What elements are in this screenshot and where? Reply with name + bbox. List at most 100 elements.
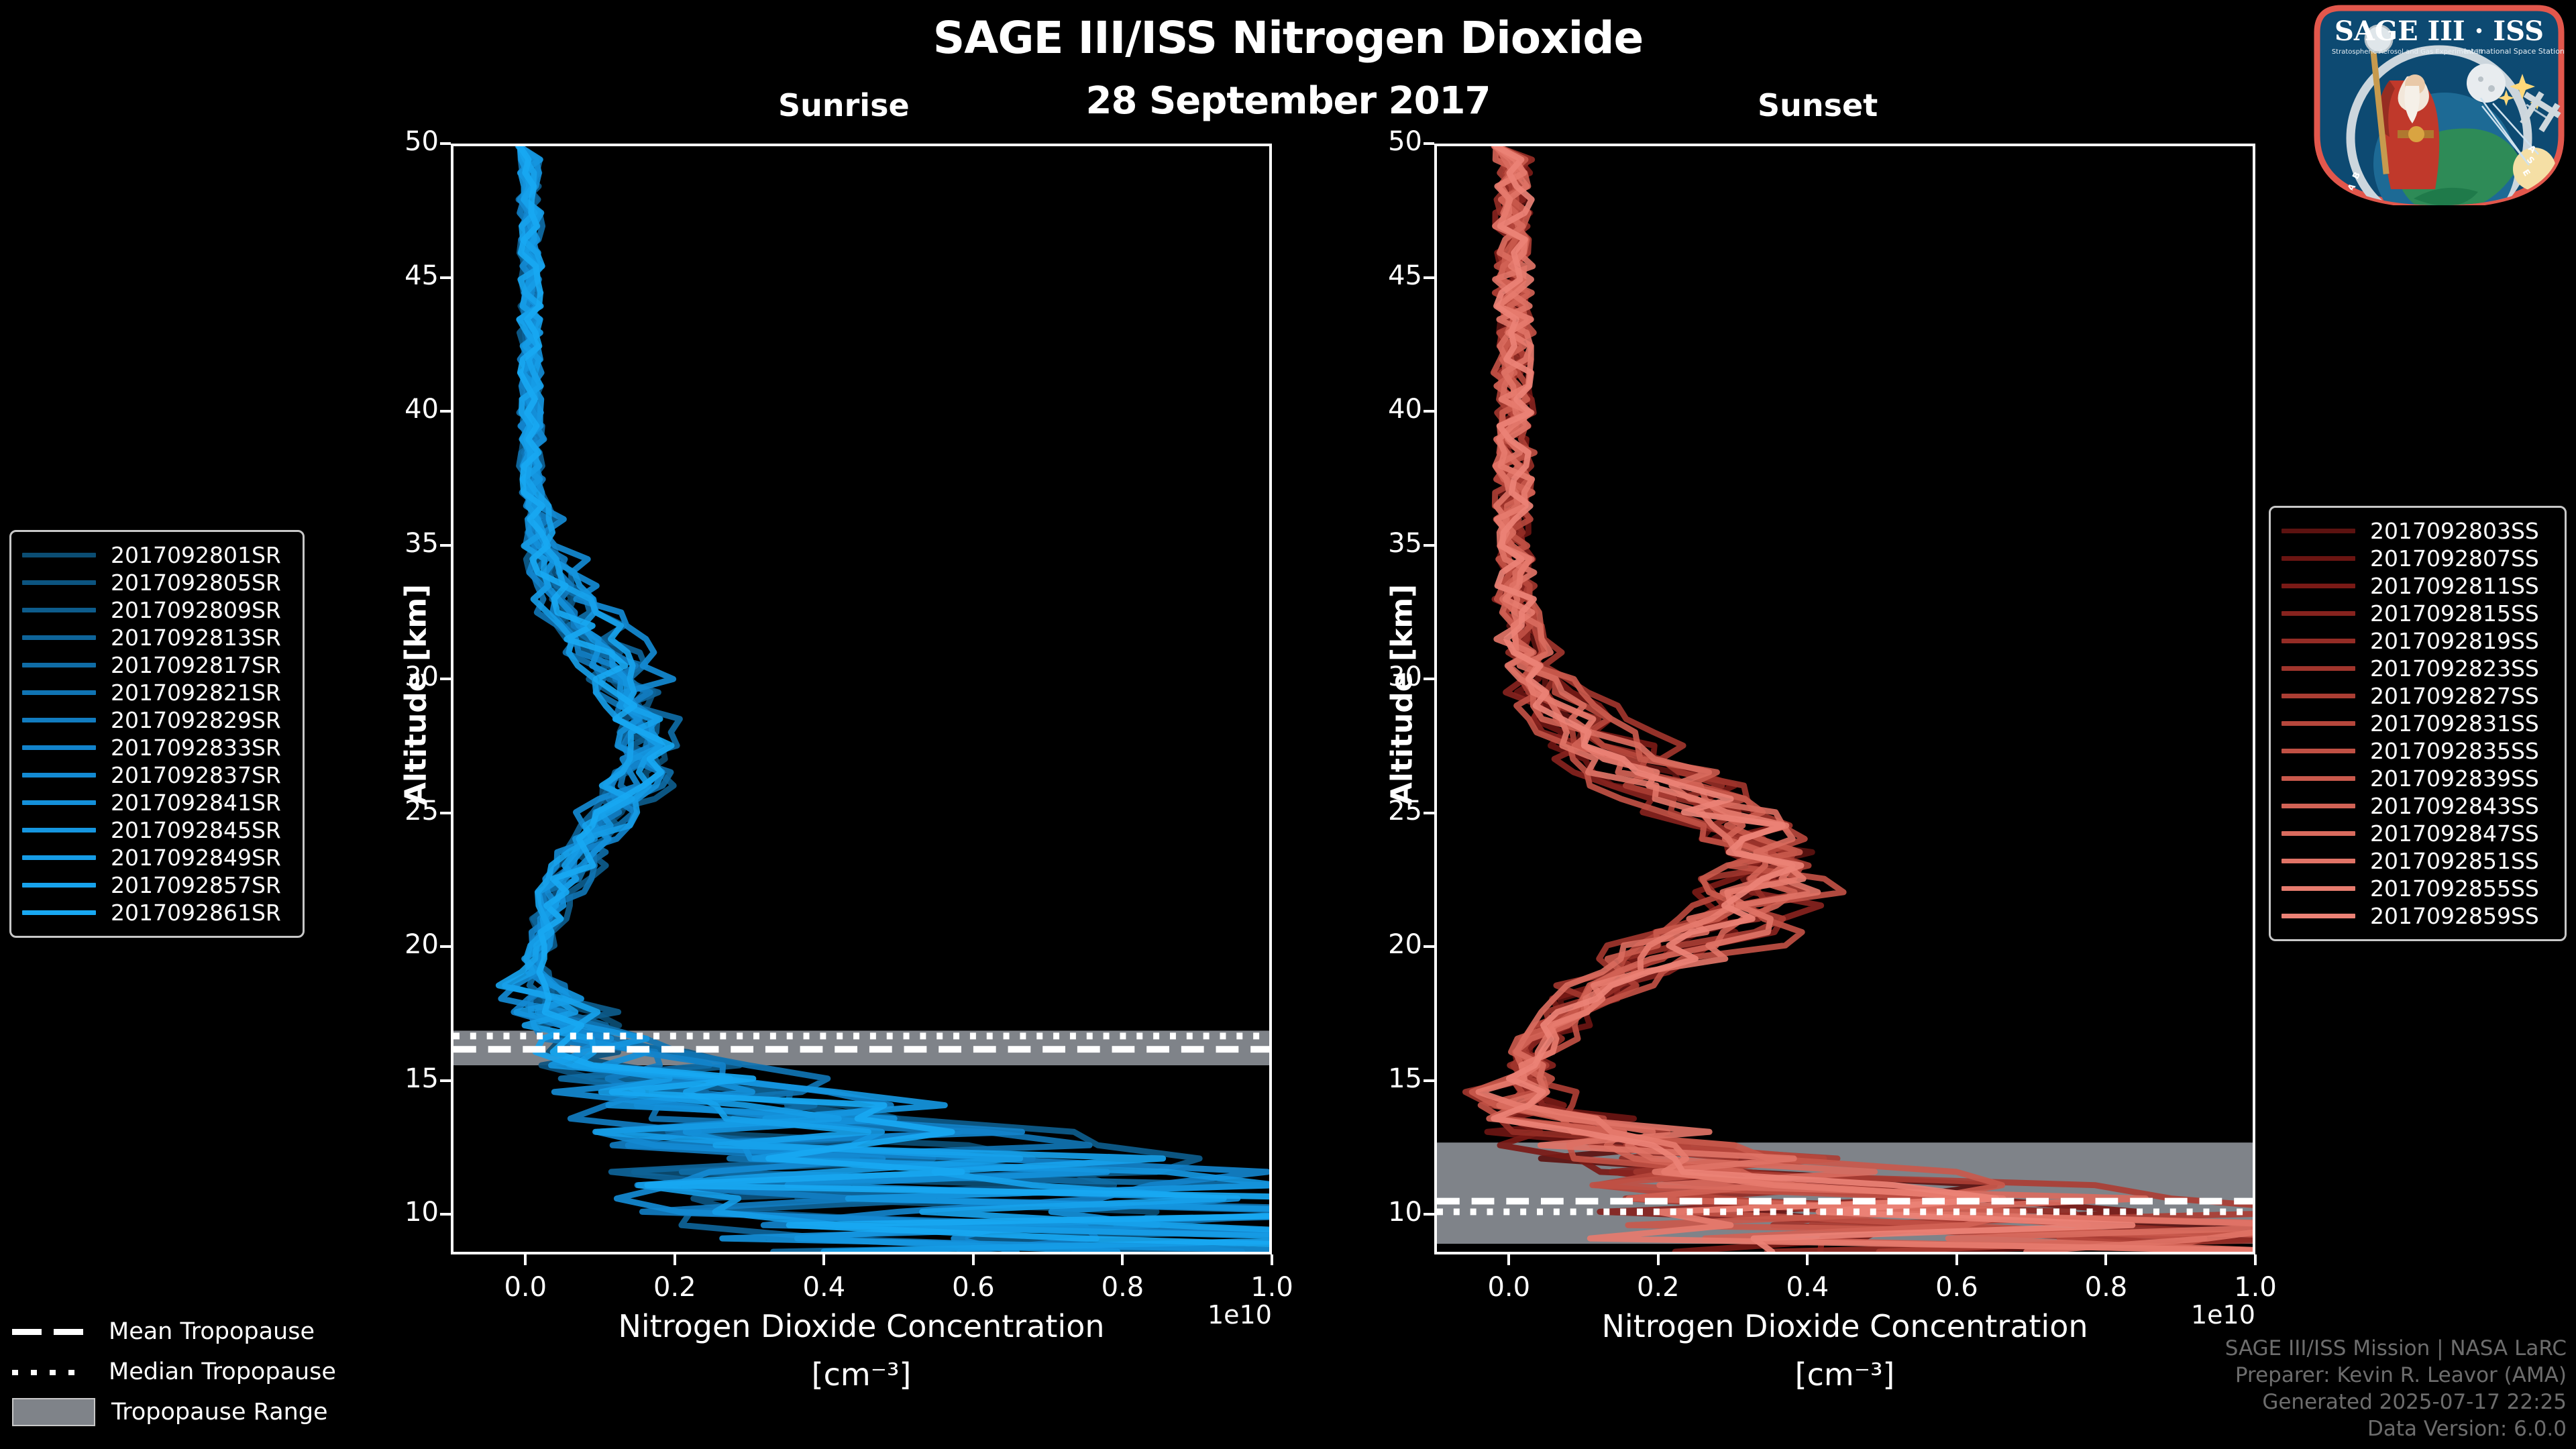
legend-item-2017092815ss[interactable]: 2017092815SS (2282, 600, 2554, 627)
legend-item-2017092841sr[interactable]: 2017092841SR (22, 789, 292, 816)
legend-item-2017092851ss[interactable]: 2017092851SS (2282, 847, 2554, 875)
legend-item-2017092849sr[interactable]: 2017092849SR (22, 844, 292, 871)
y-tick-label: 50 (1388, 126, 1422, 157)
legend-item-2017092847ss[interactable]: 2017092847SS (2282, 820, 2554, 847)
legend-label: 2017092807SS (2370, 545, 2539, 572)
legend-item-2017092835ss[interactable]: 2017092835SS (2282, 737, 2554, 765)
legend-item-2017092839ss[interactable]: 2017092839SS (2282, 765, 2554, 792)
plot-area-sunrise (451, 144, 1272, 1254)
legend-item-2017092801sr[interactable]: 2017092801SR (22, 541, 292, 569)
legend-item-2017092857sr[interactable]: 2017092857SR (22, 871, 292, 899)
x-tick-label: 0.2 (653, 1272, 696, 1303)
legend-color-swatch (2282, 831, 2355, 836)
legend-color-swatch (2282, 694, 2355, 698)
legend-label: 2017092851SS (2370, 848, 2539, 874)
legend-label: 2017092819SS (2370, 628, 2539, 654)
legend-sunrise[interactable]: 2017092801SR 2017092805SR 2017092809SR 2017… (9, 530, 305, 938)
legend-item-2017092813sr[interactable]: 2017092813SR (22, 624, 292, 651)
x-tick-mark (1955, 1254, 1958, 1265)
legend-item-2017092861sr[interactable]: 2017092861SR (22, 899, 292, 926)
legend-item-2017092843ss[interactable]: 2017092843SS (2282, 792, 2554, 820)
legend-item-2017092817sr[interactable]: 2017092817SR (22, 651, 292, 679)
y-tick-mark (440, 1079, 451, 1082)
x-tick-mark (1806, 1254, 1809, 1265)
legend-item-2017092833sr[interactable]: 2017092833SR (22, 734, 292, 761)
legend-item-2017092827ss[interactable]: 2017092827SS (2282, 682, 2554, 710)
legend-label-mean-tropopause: Mean Tropopause (109, 1318, 315, 1345)
y-tick-label: 10 (1388, 1197, 1422, 1228)
legend-color-swatch (2282, 611, 2355, 616)
gray-band-swatch-icon (12, 1398, 95, 1426)
legend-item-median-tropopause: Median Tropopause (12, 1352, 361, 1392)
legend-item-2017092859ss[interactable]: 2017092859SS (2282, 902, 2554, 930)
x-tick-mark (822, 1254, 826, 1265)
legend-label: 2017092817SR (111, 652, 281, 678)
y-tick-mark (440, 678, 451, 681)
legend-color-swatch (22, 883, 96, 888)
legend-color-swatch (2282, 666, 2355, 671)
y-tick-mark (1424, 410, 1434, 413)
legend-item-2017092821sr[interactable]: 2017092821SR (22, 679, 292, 706)
x-tick-mark (1271, 1254, 1273, 1265)
legend-item-2017092829sr[interactable]: 2017092829SR (22, 706, 292, 734)
legend-color-swatch (22, 663, 96, 667)
logo-subtitle-iss: International Space Station (2464, 47, 2565, 56)
panel-label-sunrise: Sunrise (778, 87, 910, 123)
legend-item-2017092807ss[interactable]: 2017092807SS (2282, 545, 2554, 572)
legend-color-swatch (22, 745, 96, 750)
legend-item-2017092823ss[interactable]: 2017092823SS (2282, 655, 2554, 682)
legend-item-2017092819ss[interactable]: 2017092819SS (2282, 627, 2554, 655)
legend-color-swatch (22, 855, 96, 860)
y-tick-label: 25 (405, 795, 439, 826)
legend-item-2017092845sr[interactable]: 2017092845SR (22, 816, 292, 844)
legend-label: 2017092811SS (2370, 573, 2539, 599)
legend-color-swatch (22, 828, 96, 833)
legend-item-2017092809sr[interactable]: 2017092809SR (22, 596, 292, 624)
x-tick-mark (524, 1254, 527, 1265)
legend-color-swatch (2282, 584, 2355, 588)
x-axis-unit-sunrise: [cm⁻³] (811, 1356, 912, 1393)
legend-item-2017092805sr[interactable]: 2017092805SR (22, 569, 292, 596)
legend-color-swatch (2282, 639, 2355, 643)
profile-lines-sunset (1437, 146, 2253, 1252)
legend-label: 2017092849SR (111, 845, 281, 871)
legend-label: 2017092833SR (111, 735, 281, 761)
legend-item-2017092803ss[interactable]: 2017092803SS (2282, 517, 2554, 545)
y-tick-mark (440, 276, 451, 279)
y-tick-label: 35 (405, 527, 439, 559)
legend-sunset[interactable]: 2017092803SS 2017092807SS 2017092811SS 2017… (2269, 506, 2567, 941)
legend-color-swatch (2282, 556, 2355, 561)
y-tick-mark (1424, 1213, 1434, 1216)
y-tick-label: 15 (405, 1063, 439, 1094)
svg-text:L: L (2349, 204, 2359, 205)
legend-color-swatch (22, 773, 96, 777)
x-tick-mark (971, 1254, 975, 1265)
legend-label: 2017092855SS (2370, 875, 2539, 902)
x-tick-label: 0.4 (802, 1272, 846, 1303)
x-tick-mark (2104, 1254, 2108, 1265)
y-tick-mark (1424, 678, 1434, 681)
legend-item-2017092837sr[interactable]: 2017092837SR (22, 761, 292, 789)
legend-label-tropopause-range: Tropopause Range (111, 1399, 328, 1426)
dashed-line-icon (12, 1324, 93, 1340)
y-tick-label: 30 (405, 661, 439, 693)
y-tick-label: 15 (1388, 1063, 1422, 1094)
x-tick-label: 0.6 (952, 1272, 995, 1303)
y-tick-mark (1424, 1079, 1434, 1082)
legend-color-swatch (22, 800, 96, 805)
legend-item-2017092831ss[interactable]: 2017092831SS (2282, 710, 2554, 737)
x-axis-label-sunrise: Nitrogen Dioxide Concentration (618, 1308, 1105, 1344)
y-tick-mark (1424, 543, 1434, 547)
legend-item-2017092855ss[interactable]: 2017092855SS (2282, 875, 2554, 902)
legend-item-2017092811ss[interactable]: 2017092811SS (2282, 572, 2554, 600)
legend-color-swatch (22, 690, 96, 695)
y-tick-label: 10 (405, 1197, 439, 1228)
x-axis-multiplier-sunrise: 1e10 (1208, 1300, 1272, 1330)
y-tick-label: 45 (1388, 260, 1422, 291)
x-tick-label: 0.2 (1637, 1272, 1680, 1303)
y-tick-mark (440, 945, 451, 949)
legend-label: 2017092843SS (2370, 793, 2539, 819)
page-subtitle: 28 September 2017 (1085, 79, 1491, 123)
legend-label: 2017092857SR (111, 872, 281, 898)
x-axis-multiplier-sunset: 1e10 (2191, 1300, 2255, 1330)
